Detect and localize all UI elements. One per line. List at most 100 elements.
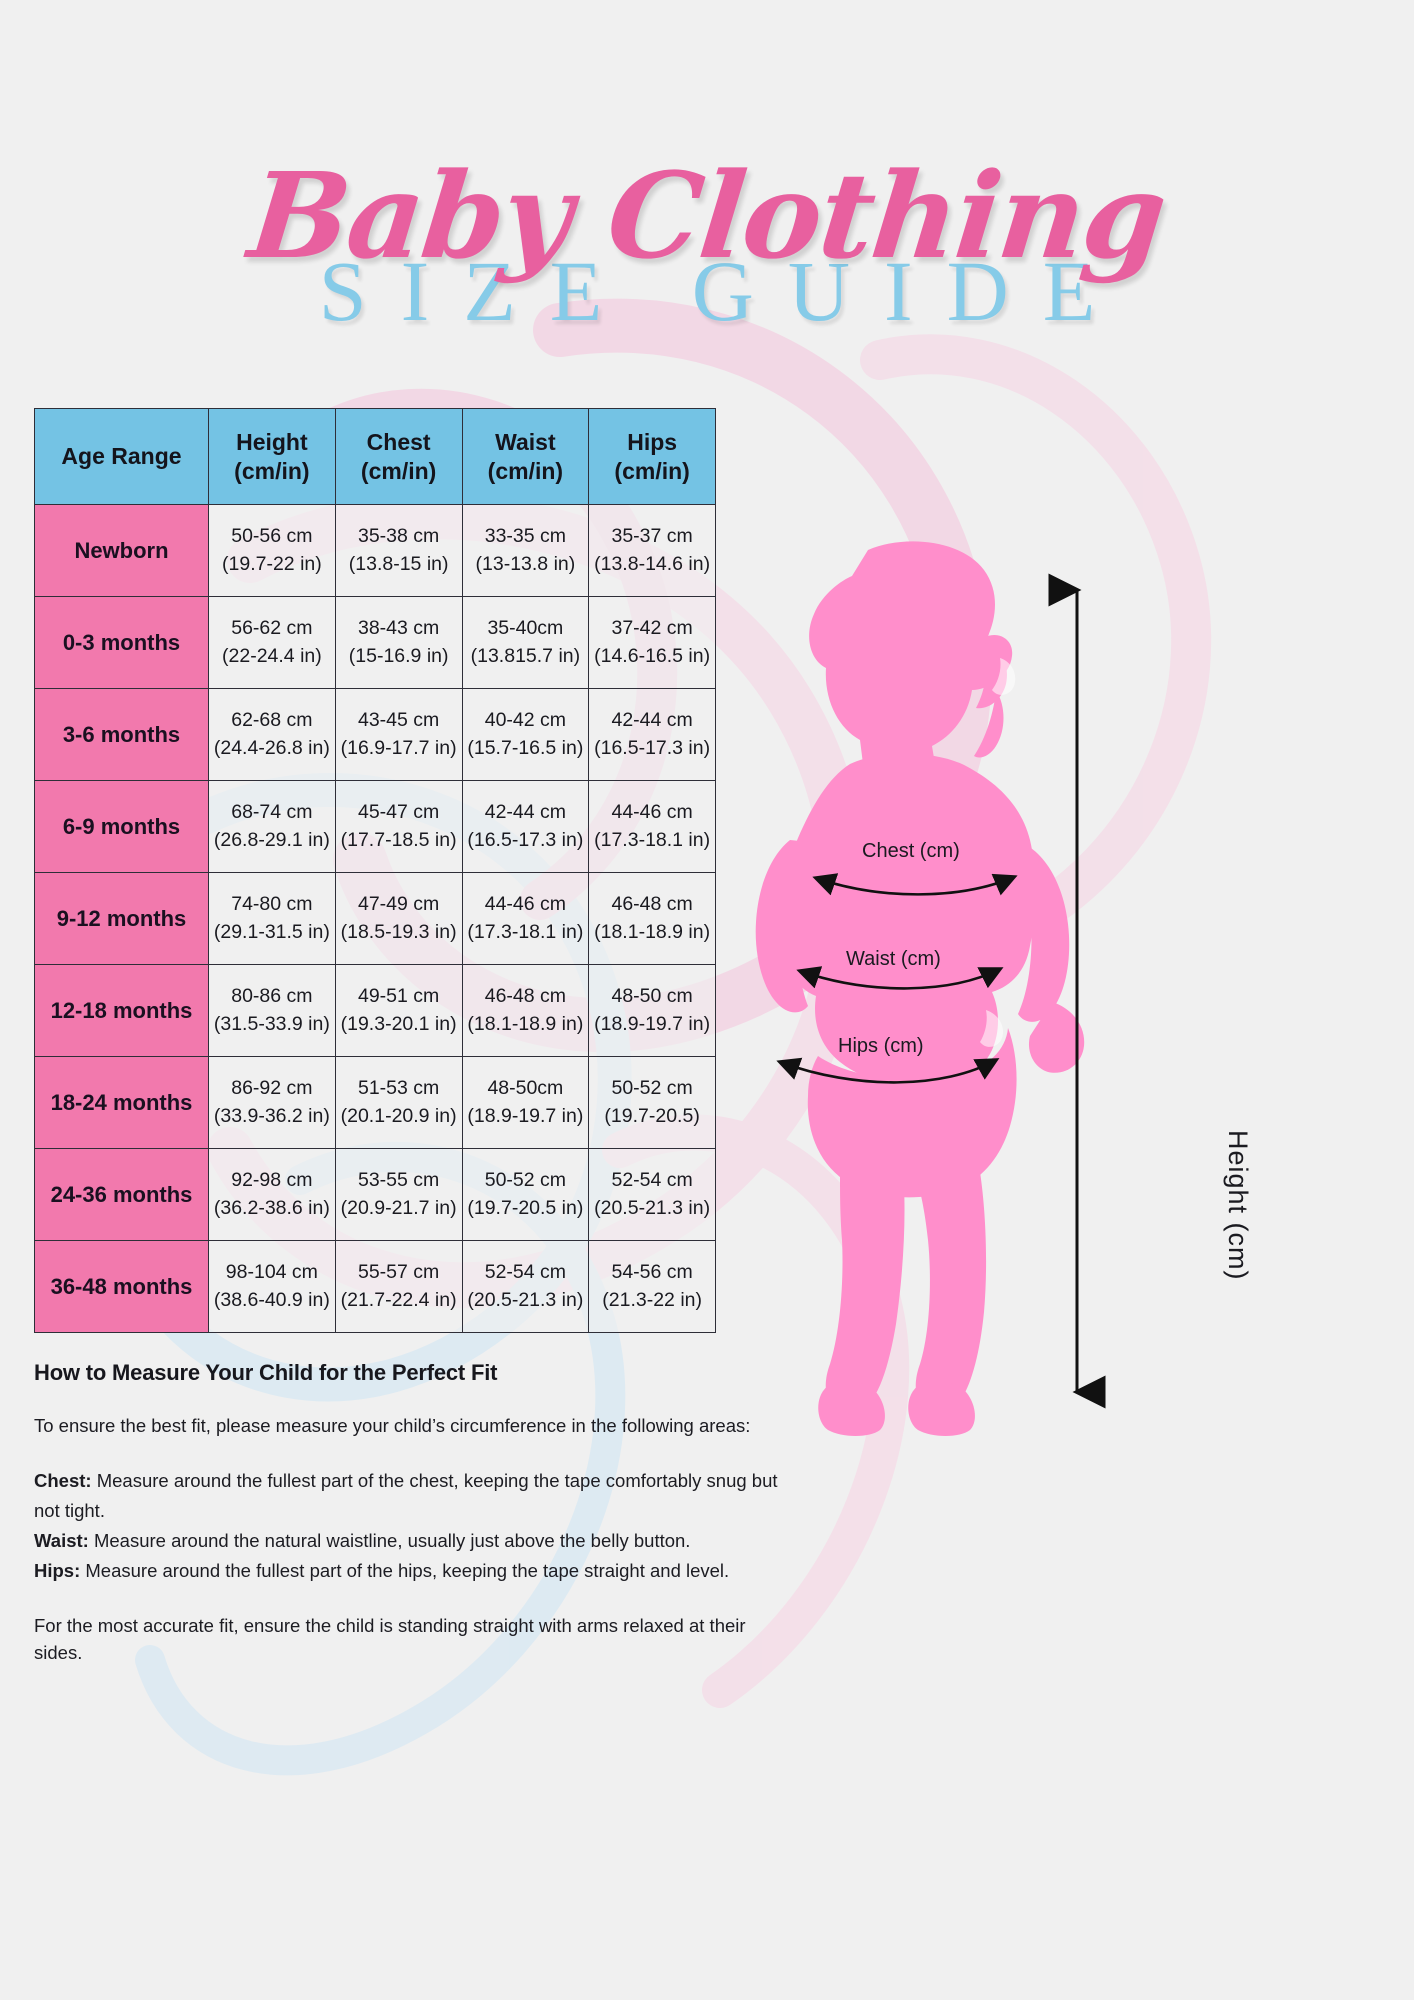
header-line-1: Height xyxy=(236,429,308,456)
cell-waist: 42-44 cm (16.5-17.3 in) xyxy=(461,780,590,873)
cell-chest-in: (17.7-18.5 in) xyxy=(340,828,457,851)
cell-height: 56-62 cm (22-24.4 in) xyxy=(208,596,336,689)
table-header-row: Age Range Height (cm/in) Chest (cm/in) W… xyxy=(34,408,716,505)
cell-age-range: 18-24 months xyxy=(34,1056,209,1149)
cell-height-cm: 80-86 cm xyxy=(231,984,313,1007)
header-line-1: Chest xyxy=(366,429,431,456)
cell-age-range: 0-3 months xyxy=(34,596,209,689)
cell-waist-cm: 46-48 cm xyxy=(484,984,567,1007)
column-header-waist: Waist (cm/in) xyxy=(461,408,590,505)
cell-height-cm: 68-74 cm xyxy=(231,800,313,823)
instructions-heading: How to Measure Your Child for the Perfec… xyxy=(34,1360,498,1385)
header-line-1: Hips xyxy=(627,429,678,456)
cell-chest: 38-43 cm (15-16.9 in) xyxy=(334,596,463,689)
height-measure-label: Height (cm) xyxy=(1223,1130,1253,1281)
cell-hips-cm: 48-50 cm xyxy=(611,984,693,1007)
instruction-item: Hips: Measure around the fullest part of… xyxy=(34,1556,794,1586)
cell-chest-in: (20.9-21.7 in) xyxy=(340,1196,457,1219)
cell-height-cm: 50-56 cm xyxy=(231,524,313,547)
cell-height: 50-56 cm (19.7-22 in) xyxy=(208,504,336,597)
cell-height-in: (36.2-38.6 in) xyxy=(213,1196,330,1219)
instructions-intro: To ensure the best fit, please measure y… xyxy=(34,1415,751,1436)
table-row: 9-12 months 74-80 cm (29.1-31.5 in) 47-49 c… xyxy=(34,872,716,965)
header-line-1: Age Range xyxy=(61,443,182,470)
cell-chest-in: (18.5-19.3 in) xyxy=(340,920,457,943)
instructions-list: Chest: Measure around the fullest part o… xyxy=(34,1466,794,1586)
child-figure-illustration xyxy=(755,541,1085,1436)
cell-waist: 35-40cm (13.815.7 in) xyxy=(461,596,590,689)
size-chart-table: Age Range Height (cm/in) Chest (cm/in) W… xyxy=(34,408,716,1333)
cell-height: 80-86 cm (31.5-33.9 in) xyxy=(208,964,336,1057)
table-row: 24-36 months 92-98 cm (36.2-38.6 in) 53-55 … xyxy=(34,1148,716,1241)
cell-height-in: (33.9-36.2 in) xyxy=(213,1104,330,1127)
cell-hips-cm: 52-54 cm xyxy=(611,1168,693,1191)
cell-waist-in: (13-13.8 in) xyxy=(475,552,576,575)
measure-instructions: How to Measure Your Child for the Perfec… xyxy=(34,1360,794,1667)
table-row: 12-18 months 80-86 cm (31.5-33.9 in) 49-51 … xyxy=(34,964,716,1057)
cell-waist: 46-48 cm (18.1-18.9 in) xyxy=(461,964,590,1057)
cell-hips: 46-48 cm (18.1-18.9 in) xyxy=(588,872,716,965)
cell-waist-in: (17.3-18.1 in) xyxy=(467,920,584,943)
cell-height-cm: 98-104 cm xyxy=(225,1260,318,1283)
table-row: Newborn 50-56 cm (19.7-22 in) 35-38 cm (13.8… xyxy=(34,504,716,597)
cell-hips: 44-46 cm (17.3-18.1 in) xyxy=(588,780,716,873)
instructions-closing: For the most accurate fit, ensure the ch… xyxy=(34,1614,746,1664)
cell-chest-cm: 53-55 cm xyxy=(357,1168,440,1191)
header-line-1: Waist xyxy=(495,429,556,456)
waist-measure-label: Waist (cm) xyxy=(846,948,941,970)
cell-waist: 33-35 cm (13-13.8 in) xyxy=(461,504,590,597)
cell-chest: 43-45 cm (16.9-17.7 in) xyxy=(334,688,463,781)
cell-waist-in: (16.5-17.3 in) xyxy=(467,828,584,851)
cell-waist: 52-54 cm (20.5-21.3 in) xyxy=(461,1240,590,1333)
cell-hips-cm: 54-56 cm xyxy=(611,1260,693,1283)
cell-chest-cm: 55-57 cm xyxy=(357,1260,440,1283)
cell-hips-in: (17.3-18.1 in) xyxy=(594,828,711,851)
column-header-chest: Chest (cm/in) xyxy=(334,408,463,505)
cell-waist-cm: 52-54 cm xyxy=(484,1260,567,1283)
cell-waist-cm: 48-50cm xyxy=(487,1076,564,1099)
cell-waist: 40-42 cm (15.7-16.5 in) xyxy=(461,688,590,781)
cell-age-range: 24-36 months xyxy=(34,1148,209,1241)
cell-waist-in: (18.1-18.9 in) xyxy=(467,1012,584,1035)
cell-hips-in: (16.5-17.3 in) xyxy=(594,736,711,759)
instruction-item-label: Hips: xyxy=(34,1559,81,1581)
cell-height-in: (22-24.4 in) xyxy=(222,644,322,667)
cell-height-in: (19.7-22 in) xyxy=(222,552,322,575)
cell-waist-in: (20.5-21.3 in) xyxy=(467,1288,584,1311)
cell-hips-cm: 46-48 cm xyxy=(611,892,693,915)
instruction-item: Waist: Measure around the natural waistl… xyxy=(34,1526,794,1556)
table-row: 0-3 months 56-62 cm (22-24.4 in) 38-43 cm (1… xyxy=(34,596,716,689)
cell-chest-in: (20.1-20.9 in) xyxy=(340,1104,457,1127)
cell-hips-in: (19.7-20.5) xyxy=(604,1104,700,1127)
table-row: 18-24 months 86-92 cm (33.9-36.2 in) 51-53 … xyxy=(34,1056,716,1149)
cell-height: 86-92 cm (33.9-36.2 in) xyxy=(208,1056,336,1149)
cell-height-cm: 56-62 cm xyxy=(231,616,313,639)
instruction-item-label: Waist: xyxy=(34,1529,89,1551)
cell-height: 62-68 cm (24.4-26.8 in) xyxy=(208,688,336,781)
cell-chest-in: (19.3-20.1 in) xyxy=(340,1012,457,1035)
cell-age-range: 6-9 months xyxy=(34,780,209,873)
cell-waist-in: (13.815.7 in) xyxy=(470,644,581,667)
cell-waist-cm: 40-42 cm xyxy=(484,708,567,731)
cell-chest-cm: 47-49 cm xyxy=(357,892,440,915)
cell-height-in: (29.1-31.5 in) xyxy=(213,920,330,943)
cell-hips-cm: 44-46 cm xyxy=(611,800,693,823)
cell-chest: 47-49 cm (18.5-19.3 in) xyxy=(334,872,463,965)
cell-chest-cm: 51-53 cm xyxy=(357,1076,440,1099)
cell-height-cm: 62-68 cm xyxy=(231,708,313,731)
cell-age-range: 9-12 months xyxy=(34,872,209,965)
hips-measure-label: Hips (cm) xyxy=(838,1035,924,1057)
header-line-2: (cm/in) xyxy=(360,457,437,484)
cell-waist-cm: 50-52 cm xyxy=(484,1168,567,1191)
cell-waist: 50-52 cm (19.7-20.5 in) xyxy=(461,1148,590,1241)
table-row: 6-9 months 68-74 cm (26.8-29.1 in) 45-47 cm… xyxy=(34,780,716,873)
cell-chest-cm: 45-47 cm xyxy=(357,800,440,823)
cell-height-in: (31.5-33.9 in) xyxy=(213,1012,330,1035)
cell-hips-cm: 35-37 cm xyxy=(611,524,693,547)
cell-hips-cm: 37-42 cm xyxy=(611,616,693,639)
cell-chest-in: (21.7-22.4 in) xyxy=(340,1288,457,1311)
cell-chest-in: (16.9-17.7 in) xyxy=(340,736,457,759)
cell-hips: 37-42 cm (14.6-16.5 in) xyxy=(588,596,716,689)
instruction-item: Chest: Measure around the fullest part o… xyxy=(34,1466,794,1526)
cell-chest: 45-47 cm (17.7-18.5 in) xyxy=(334,780,463,873)
